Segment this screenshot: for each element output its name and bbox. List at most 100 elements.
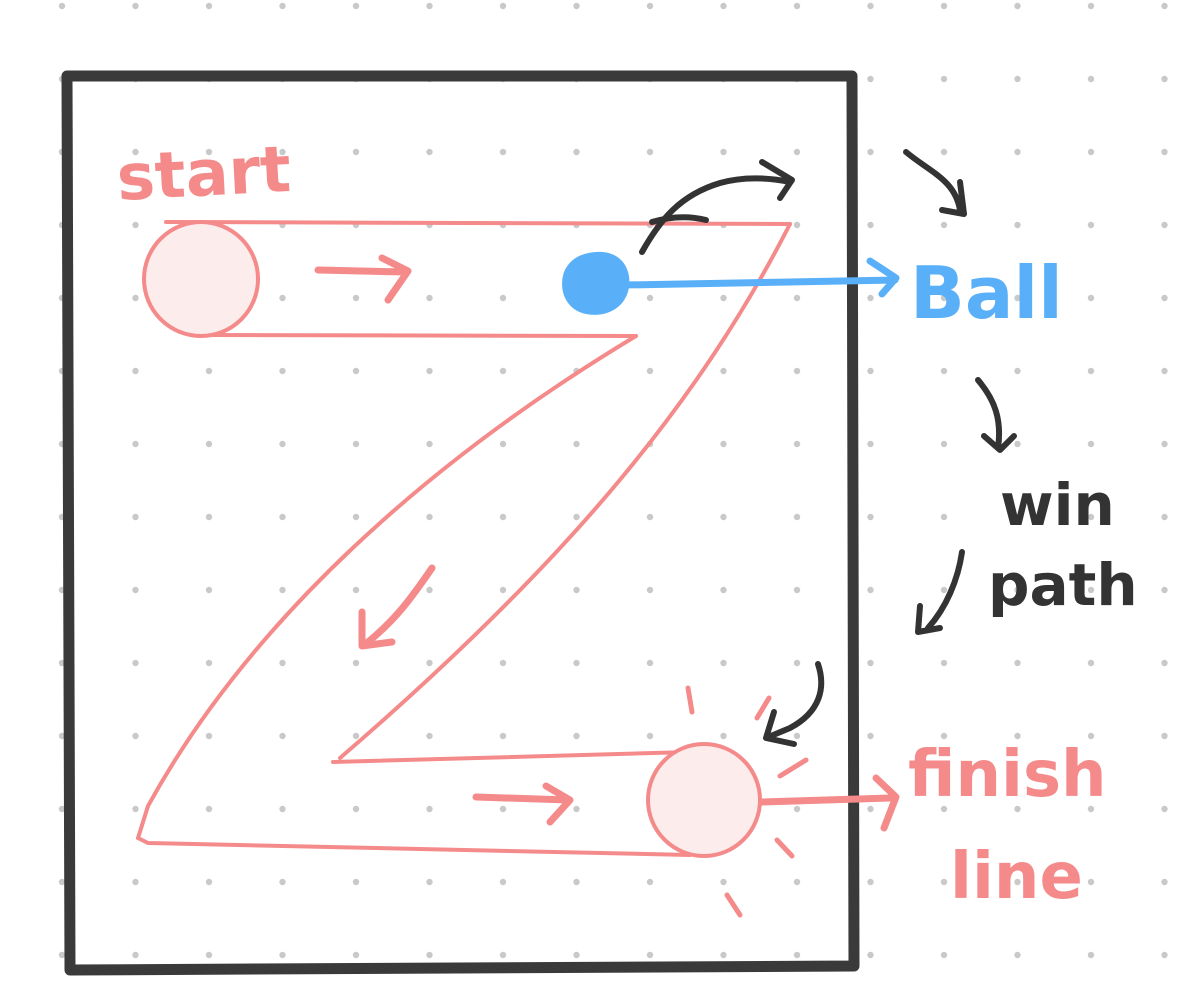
grid-dot xyxy=(205,2,213,10)
grid-dot xyxy=(720,294,727,302)
grid-dot xyxy=(132,878,139,886)
grid-dot xyxy=(352,878,360,886)
grid-dot xyxy=(867,367,874,375)
grid-dot xyxy=(132,586,139,594)
start-label: start xyxy=(115,133,293,216)
grid-dot xyxy=(867,75,874,83)
ball-pointer-arrow-icon xyxy=(621,257,900,298)
grid-dot xyxy=(1014,367,1021,375)
grid-dot xyxy=(1161,367,1168,375)
grid-dot xyxy=(205,878,213,886)
curved-arrow-icon xyxy=(639,159,795,255)
finish-line-label-line1: finish xyxy=(908,738,1107,812)
grid-dot xyxy=(279,586,286,594)
grid-dot xyxy=(352,148,360,156)
grid-dot xyxy=(940,659,948,667)
grid-dot xyxy=(1161,951,1168,959)
grid-dot xyxy=(132,513,139,521)
grid-dot xyxy=(426,367,433,375)
grid-dot xyxy=(1014,513,1021,521)
grid-dot xyxy=(499,805,507,813)
grid-dot xyxy=(940,294,948,302)
win-path-label-line2: path xyxy=(988,551,1138,619)
grid-dot xyxy=(132,367,139,375)
grid-dot xyxy=(793,878,801,886)
annotation-arrows xyxy=(639,149,1017,747)
grid-dot xyxy=(132,221,139,229)
grid-dot xyxy=(279,513,286,521)
grid-dot xyxy=(205,732,213,740)
grid-dot xyxy=(867,513,874,521)
grid-dot xyxy=(1014,294,1021,302)
grid-dot xyxy=(279,732,286,740)
grid-dot xyxy=(646,148,654,156)
grid-dot xyxy=(720,440,727,448)
grid-dot xyxy=(1087,878,1095,886)
grid-dot xyxy=(1161,2,1168,10)
grid-dot xyxy=(720,367,727,375)
grid-dot xyxy=(1087,586,1095,594)
grid-dot xyxy=(940,148,948,156)
game-frame xyxy=(61,70,860,976)
grid-dot xyxy=(499,367,507,375)
grid-dot xyxy=(867,878,874,886)
grid-dot xyxy=(1087,440,1095,448)
grid-dot xyxy=(720,878,727,886)
grid-dot xyxy=(1161,221,1168,229)
grid-dot xyxy=(426,586,433,594)
grid-dot xyxy=(205,951,213,959)
grid-dot xyxy=(940,367,948,375)
grid-dot xyxy=(573,440,580,448)
grid-dot xyxy=(720,732,727,740)
grid-dot xyxy=(279,294,286,302)
grid-dot xyxy=(205,659,213,667)
grid-dot xyxy=(1087,294,1095,302)
grid-dot xyxy=(646,659,654,667)
grid-dot xyxy=(499,440,507,448)
grid-dot xyxy=(58,878,66,886)
grid-dot xyxy=(1161,75,1168,83)
arrow-right-icon xyxy=(472,782,574,826)
finish-pointer-arrow-icon xyxy=(758,774,900,832)
grid-dot xyxy=(1014,2,1021,10)
grid-dot xyxy=(720,2,727,10)
grid-dot xyxy=(279,2,286,10)
grid-dot xyxy=(205,805,213,813)
grid-dot xyxy=(646,951,654,959)
grid-dot xyxy=(1087,148,1095,156)
grid-dot xyxy=(720,148,727,156)
ball-icon xyxy=(562,251,630,315)
grid-dot xyxy=(279,659,286,667)
grid-dot xyxy=(940,440,948,448)
grid-dot xyxy=(132,659,139,667)
grid-dot xyxy=(426,659,433,667)
track-bottom-inner-edge xyxy=(331,750,692,764)
grid-dot xyxy=(573,805,580,813)
grid-dot xyxy=(573,586,580,594)
grid-dot xyxy=(132,805,139,813)
grid-dot xyxy=(1161,513,1168,521)
grid-dot xyxy=(132,951,139,959)
grid-dot xyxy=(793,367,801,375)
grid-dot xyxy=(279,367,286,375)
grid-dot xyxy=(646,878,654,886)
grid-dot xyxy=(573,878,580,886)
grid-dot xyxy=(58,951,66,959)
grid-dot xyxy=(573,659,580,667)
grid-dot xyxy=(426,951,433,959)
grid-dot xyxy=(1087,732,1095,740)
grid-dot xyxy=(1014,586,1021,594)
grid-dot xyxy=(646,294,654,302)
grid-dot xyxy=(793,586,801,594)
win-path-label-line1: win xyxy=(1000,471,1115,539)
finish-marker xyxy=(646,742,762,858)
finish-line-label-line2: line xyxy=(950,840,1083,914)
grid-dot xyxy=(426,513,433,521)
grid-dot xyxy=(426,2,433,10)
grid-dot xyxy=(1014,878,1021,886)
track-top-inner-edge xyxy=(203,333,638,338)
grid-dot xyxy=(940,513,948,521)
grid-dot xyxy=(352,732,360,740)
grid-dot xyxy=(1014,75,1021,83)
